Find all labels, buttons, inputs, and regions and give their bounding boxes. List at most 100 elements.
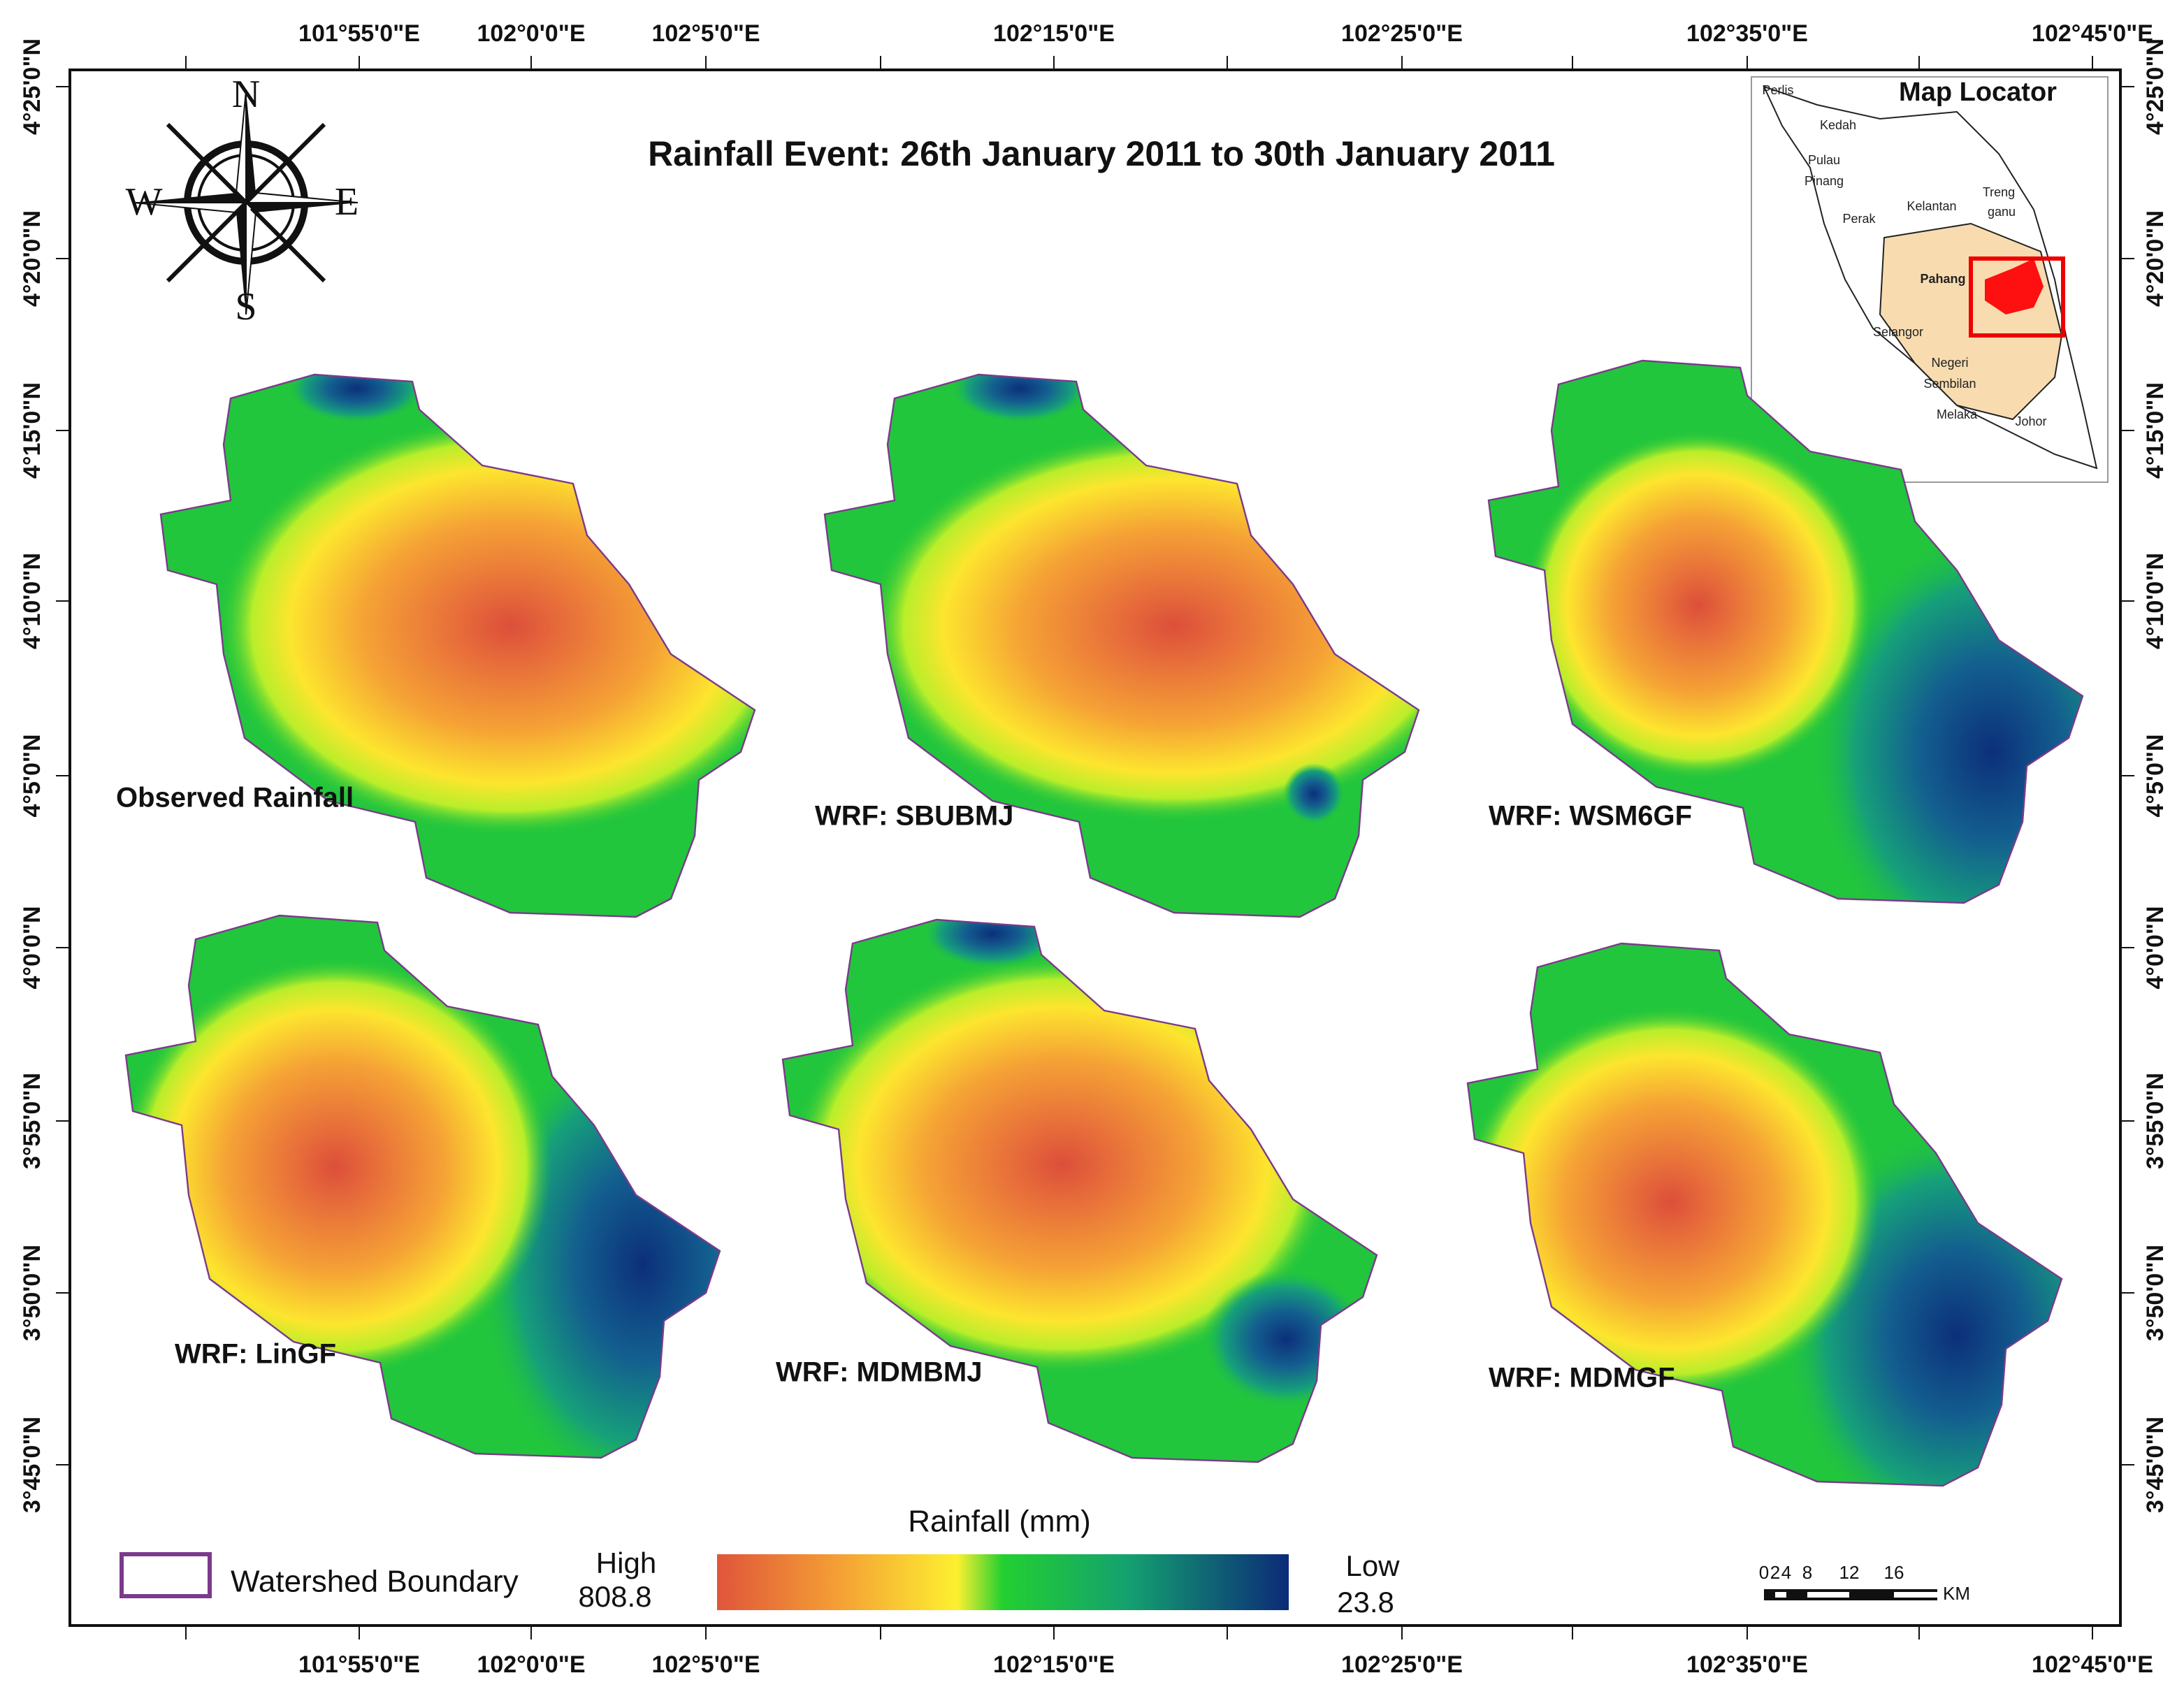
bottom-label: 102°0'0"E [477,1651,585,1678]
watershed-boundary [781,918,1378,1463]
right-label: 4°25'0"N [2142,38,2169,135]
state-label: ganu [1988,205,2016,219]
state-label: Kelantan [1907,199,1956,213]
rainfall-panel [159,373,756,918]
bottom-label: 101°55'0"E [298,1651,420,1678]
bottom-label: 102°45'0"E [2032,1651,2153,1678]
high-label: High [596,1547,656,1579]
watershed-boundary [823,373,1420,918]
top-label: 102°0'0"E [477,20,585,47]
panel-label: WRF: SBUBMJ [815,801,1013,832]
state-label: Perlis [1762,83,1793,97]
bottom-label: 102°35'0"E [1686,1651,1808,1678]
bottom-label: 102°25'0"E [1341,1651,1463,1678]
low-label: Low [1345,1549,1400,1582]
right-label: 4°15'0"N [2142,382,2169,479]
watershed-location [1985,259,2044,314]
left-label: 3°50'0"N [19,1245,45,1341]
left-label: 3°55'0"N [19,1073,45,1169]
high-rainfall-zone [126,957,552,1377]
low-rainfall-zone [923,920,1062,969]
state-label: Selangor [1873,325,1923,339]
state-label: Johor [2015,414,2046,428]
top-label: 101°55'0"E [298,20,420,47]
compass: N S W E [126,73,359,328]
low-rainfall-zone [1283,763,1345,825]
boundary-swatch [120,1552,212,1598]
scale-label: 4 [1781,1562,1791,1583]
panel-label: Observed Rainfall [116,783,354,813]
bottom-label: 102°5'0"E [651,1651,760,1678]
scale-bar: KM [1764,1583,1970,1604]
high-rainfall-zone [790,955,1335,1374]
scale-label: 0 [1759,1562,1769,1583]
left-label: 4°20'0"N [19,210,45,307]
legend-title: Rainfall (mm) [908,1505,1091,1539]
state-label: Pulau [1808,153,1840,167]
state-label: Melaka [1937,407,1978,421]
panel-label: WRF: MDMGF [1489,1363,1675,1394]
state-label: Negeri [1931,356,1968,370]
state-label: Perak [1842,212,1876,226]
compass-n: N [232,73,260,116]
top-label: 102°45'0"E [2032,20,2153,47]
rainfall-surface [126,915,720,1458]
state-label: Treng [1983,185,2015,199]
right-label: 4°10'0"N [2142,553,2169,649]
left-label: 4°10'0"N [19,553,45,649]
scale-unit: KM [1943,1583,1970,1604]
watershed-boundary [1487,359,2084,904]
right-label: 4°0'0"N [2142,906,2169,989]
rainfall-surface [1468,943,2062,1486]
state-label: Sembilan [1923,377,1976,391]
scale-label: 16 [1884,1562,1904,1583]
right-label: 3°50'0"N [2142,1245,2169,1341]
locator-highlight [1969,256,2065,338]
watershed-boundary [1466,942,2063,1487]
rainfall-panel [124,914,721,1459]
watershed-boundary [124,914,721,1459]
low-rainfall-zone [287,375,426,424]
top-label: 102°5'0"E [651,20,760,47]
watershed-boundary [159,373,756,918]
low-value: 23.8 [1337,1586,1394,1619]
low-rainfall-zone [950,375,1090,424]
right-label: 3°45'0"N [2142,1417,2169,1513]
left-label: 4°25'0"N [19,38,45,135]
rainfall-surface [161,375,755,917]
rainfall-panel [781,918,1378,1463]
scale-label: 2 [1770,1562,1780,1583]
high-value: 808.8 [578,1580,651,1613]
frame [68,68,2122,1627]
low-rainfall-zone [1202,1269,1370,1409]
panel-label: WRF: LinGF [175,1339,336,1370]
high-rainfall-zone [217,417,755,836]
right-label: 3°55'0"N [2142,1073,2169,1169]
low-rainfall-zone [1810,528,2083,903]
rainfall-panel [1466,942,2063,1487]
scale-label: 8 [1802,1562,1812,1583]
map-locator: Map Locator [1751,76,2109,483]
state-label: Kedah [1820,118,1856,132]
state-label: Pahang [1920,272,1965,286]
top-label: 102°35'0"E [1686,20,1808,47]
top-label: 102°15'0"E [993,20,1115,47]
right-label: 4°20'0"N [2142,210,2169,307]
layout: Rainfall Event: 26th January 2011 to 30t… [19,20,2169,1678]
color-bar [717,1554,1289,1610]
boundary-label: Watershed Boundary [231,1565,519,1599]
high-rainfall-zone [1468,1006,1880,1398]
high-rainfall-zone [1524,430,1873,780]
low-rainfall-zone [475,1027,720,1458]
rainfall-surface [825,375,1419,917]
panel-label: WRF: WSM6GF [1489,801,1692,832]
compass-s: S [235,285,256,328]
left-label: 4°0'0"N [19,906,45,989]
legend: Watershed Boundary Rainfall (mm) High 80… [120,1505,1400,1619]
top-label: 102°25'0"E [1341,20,1463,47]
bottom-label: 102°15'0"E [993,1651,1115,1678]
right-label: 4°5'0"N [2142,734,2169,817]
left-label: 4°15'0"N [19,382,45,479]
left-label: 3°45'0"N [19,1417,45,1513]
